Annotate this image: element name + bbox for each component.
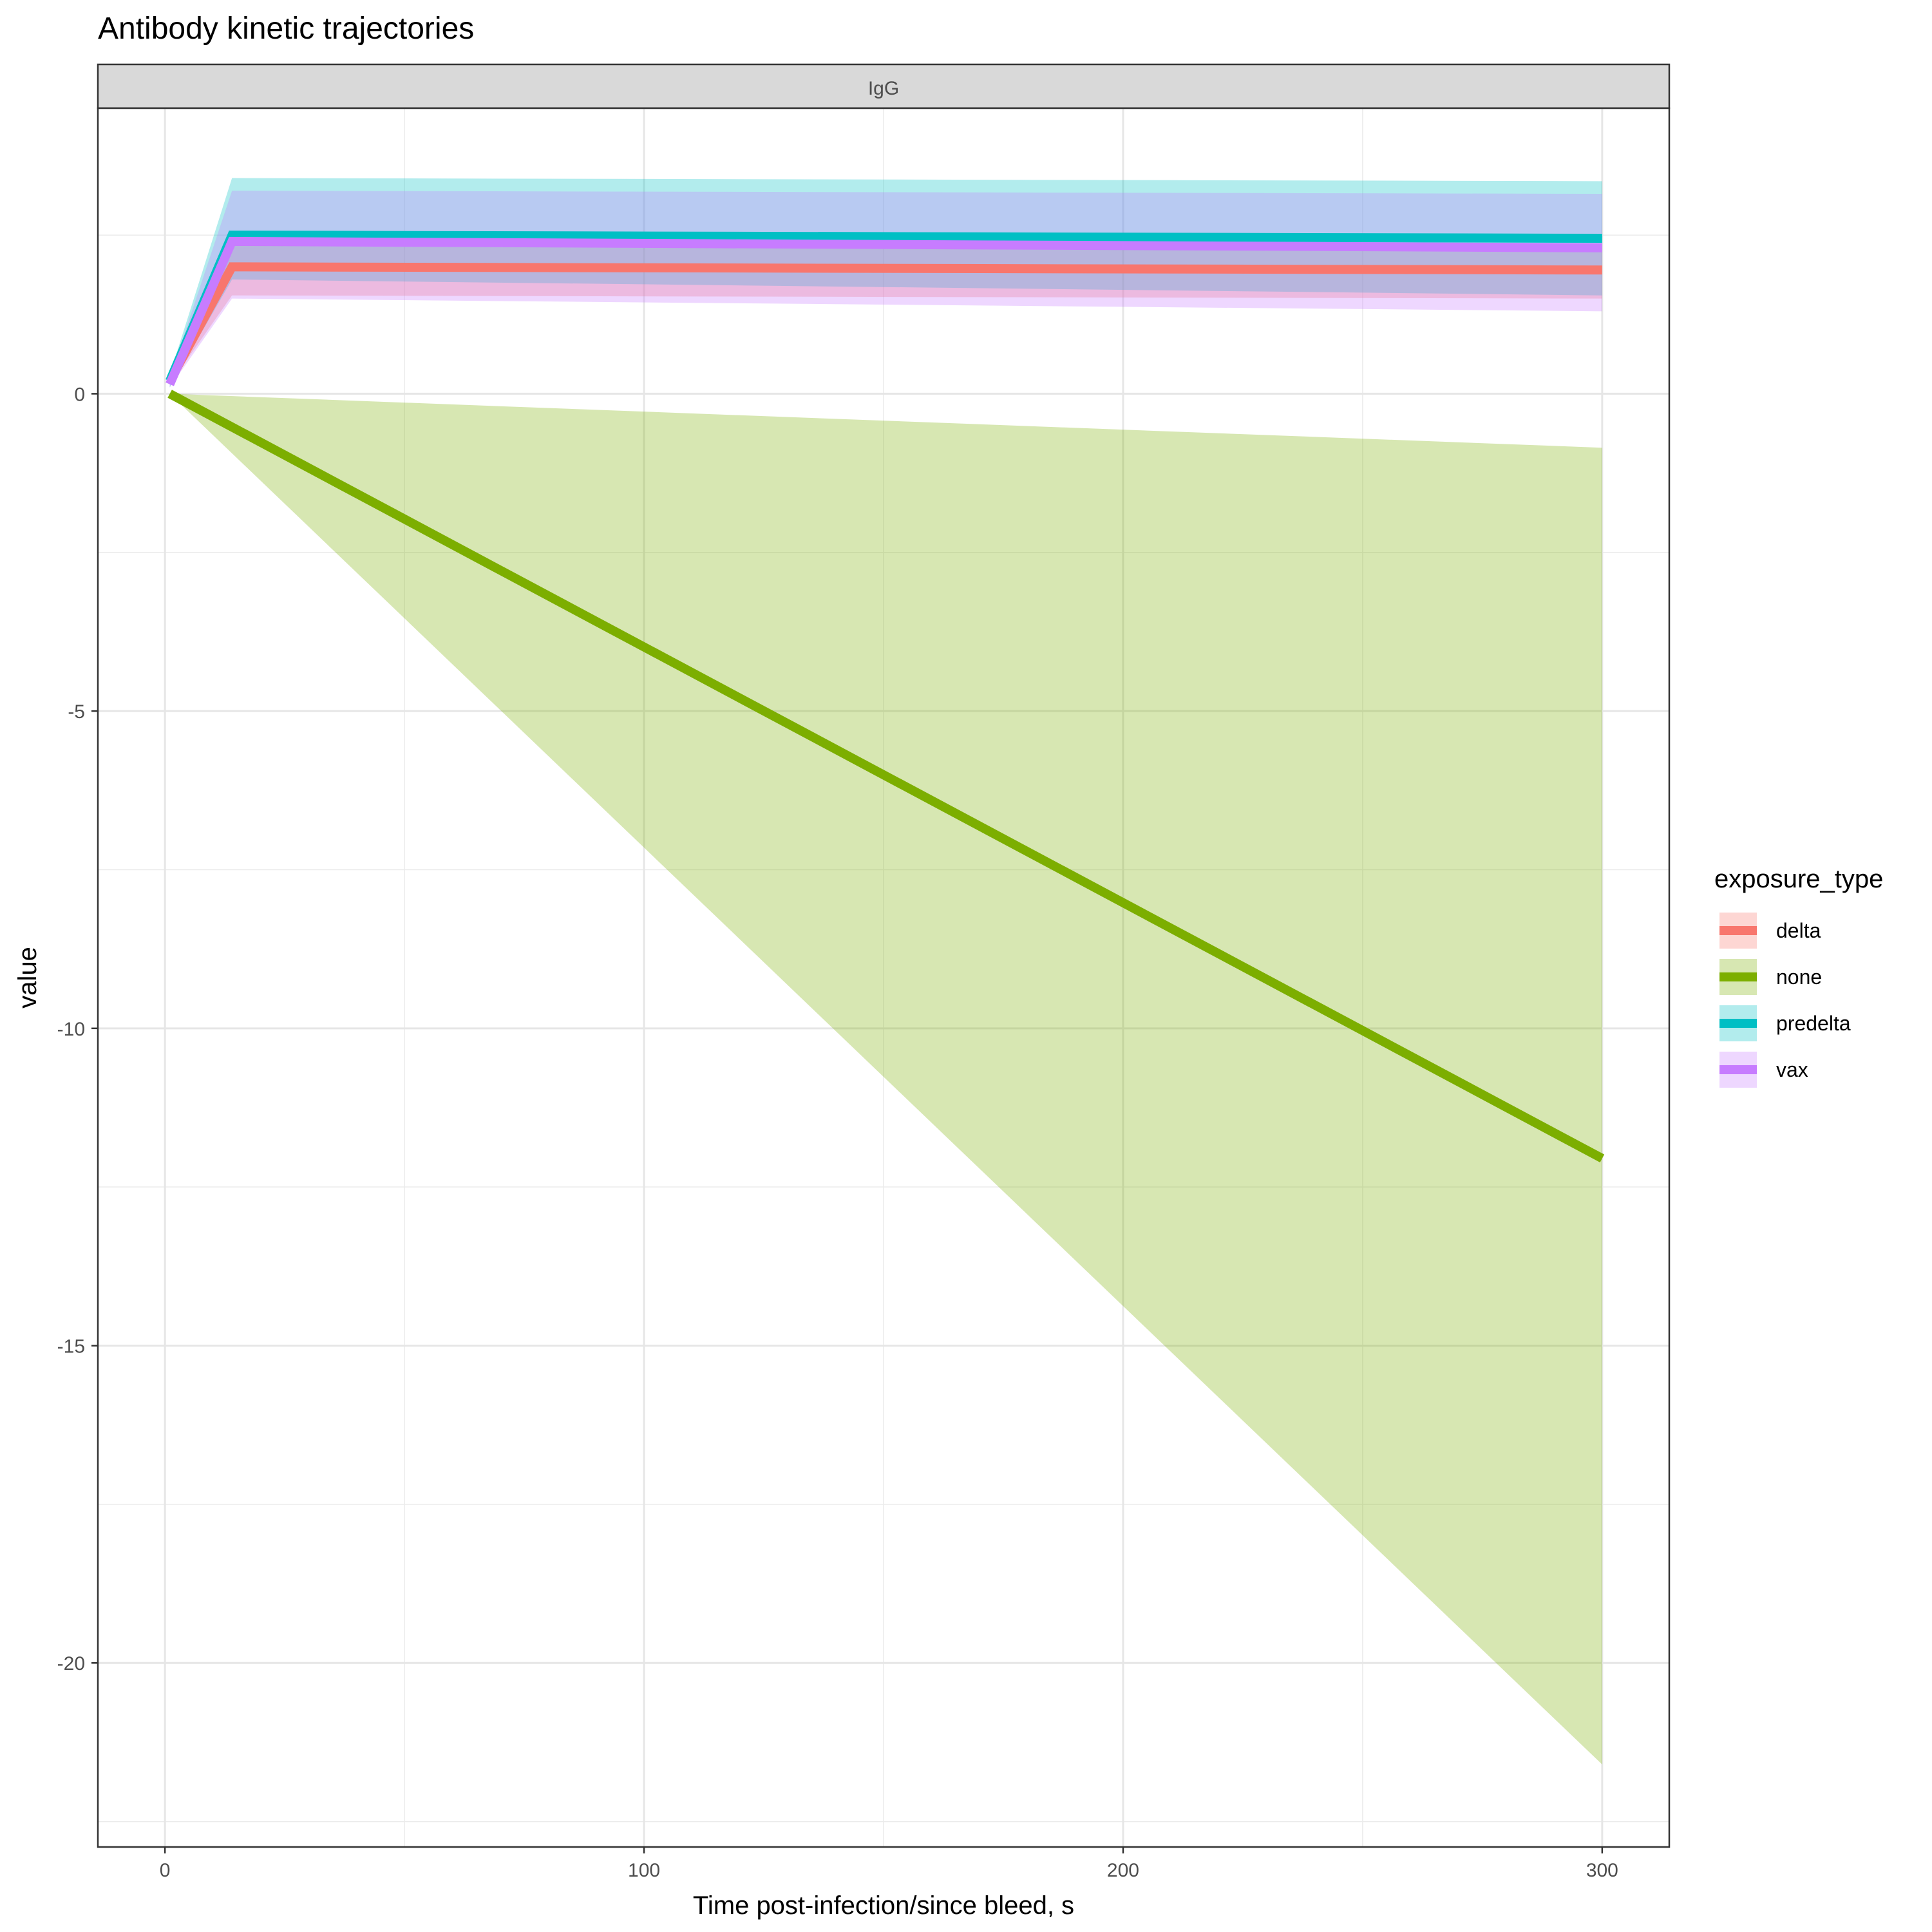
legend: exposure_type delta none predelta vax — [1714, 865, 1883, 1088]
ribbon-none — [169, 393, 1602, 1765]
y-axis: 0 -5 -10 -15 -20 — [57, 384, 98, 1674]
y-tick-label: -15 — [57, 1336, 85, 1358]
x-tick-label: 200 — [1107, 1860, 1139, 1881]
chart-title: Antibody kinetic trajectories — [98, 12, 474, 46]
x-axis: 0 100 200 300 — [160, 1847, 1618, 1881]
series-lines — [166, 231, 1605, 1163]
facet-strip — [97, 63, 1671, 109]
x-tick-label: 300 — [1586, 1860, 1618, 1881]
ribbon-predelta — [169, 178, 1602, 388]
y-tick-label: -20 — [57, 1653, 85, 1674]
x-tick-label: 100 — [628, 1860, 660, 1881]
legend-label: delta — [1776, 919, 1821, 942]
line-none — [167, 390, 1605, 1163]
legend-label: vax — [1776, 1058, 1808, 1081]
legend-item-delta: delta — [1719, 913, 1821, 949]
legend-label: none — [1776, 965, 1822, 989]
x-tick-label: 0 — [160, 1860, 171, 1881]
grid-lines — [98, 108, 1669, 1847]
y-tick-label: 0 — [74, 384, 85, 405]
y-tick-label: -10 — [57, 1019, 85, 1040]
legend-item-none: none — [1719, 959, 1822, 995]
panel-border — [97, 107, 1671, 1848]
legend-label: predelta — [1776, 1012, 1851, 1035]
x-axis-title: Time post-infection/since bleed, s — [693, 1891, 1074, 1920]
legend-item-predelta: predelta — [1719, 1005, 1851, 1041]
line-vax — [166, 236, 1602, 386]
legend-item-vax: vax — [1719, 1052, 1808, 1088]
ribbon-delta — [169, 244, 1602, 384]
y-tick-label: -5 — [68, 701, 85, 723]
facet-label: IgG — [868, 78, 899, 99]
legend-title: exposure_type — [1714, 865, 1883, 893]
y-axis-title: value — [14, 947, 42, 1009]
